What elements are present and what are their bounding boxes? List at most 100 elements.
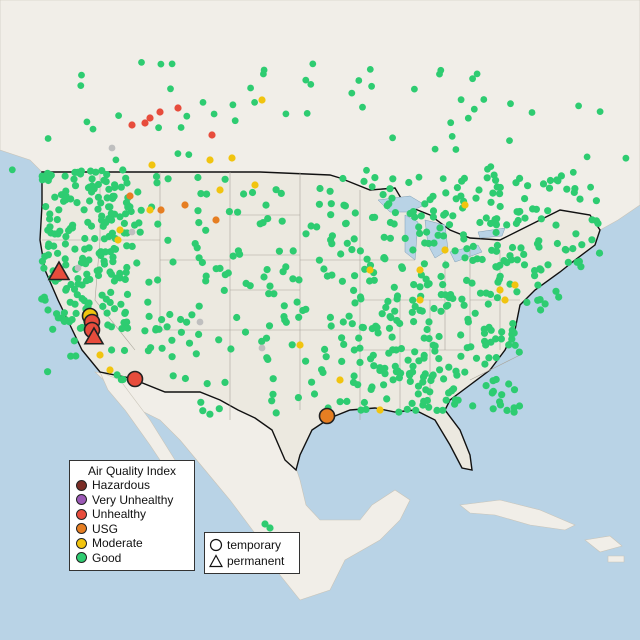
monitor-marker <box>396 319 404 328</box>
monitor-marker <box>512 179 520 187</box>
monitor-marker <box>410 281 418 289</box>
monitor-marker <box>194 173 202 182</box>
monitor-marker <box>88 175 96 183</box>
monitor-marker <box>507 100 514 108</box>
monitor-marker <box>503 406 511 414</box>
legend-swatch <box>76 552 87 564</box>
monitor-marker <box>512 219 521 228</box>
monitor-marker <box>492 354 500 362</box>
monitor-marker <box>197 398 205 406</box>
monitor-marker <box>338 277 346 285</box>
monitor-marker <box>473 255 481 263</box>
monitor-marker <box>208 131 216 139</box>
monitor-marker <box>393 292 402 300</box>
monitor-marker <box>191 240 199 248</box>
monitor-marker <box>47 260 71 281</box>
monitor-marker <box>118 325 126 333</box>
monitor-marker <box>322 353 330 361</box>
monitor-marker <box>231 117 239 125</box>
monitor-marker <box>156 108 164 116</box>
monitor-marker <box>195 219 203 227</box>
monitor-marker <box>270 290 278 298</box>
monitor-marker <box>482 382 490 390</box>
monitor-marker <box>496 286 504 294</box>
monitor-marker <box>464 114 472 122</box>
monitor-marker <box>112 274 120 282</box>
monitor-marker <box>310 390 319 398</box>
monitor-marker <box>74 275 82 283</box>
monitor-marker <box>368 183 376 191</box>
monitor-marker <box>94 193 102 201</box>
monitor-marker <box>51 193 59 201</box>
monitor-marker <box>439 406 447 414</box>
monitor-marker <box>485 354 493 362</box>
monitor-marker <box>489 405 497 413</box>
monitor-marker <box>88 188 96 196</box>
monitor-marker <box>269 390 277 398</box>
monitor-marker <box>498 328 506 336</box>
monitor-marker <box>120 219 128 227</box>
monitor-marker <box>435 355 443 363</box>
legend-label: USG <box>92 521 119 536</box>
monitor-marker <box>521 195 529 203</box>
monitor-marker <box>53 216 61 224</box>
monitor-marker <box>389 346 397 354</box>
monitor-marker <box>414 390 422 398</box>
legend-label: Good <box>92 550 122 565</box>
monitor-marker <box>105 185 113 193</box>
monitor-marker <box>376 366 384 374</box>
monitor-marker <box>515 402 524 410</box>
monitor-marker <box>81 245 89 253</box>
monitor-marker <box>469 242 477 250</box>
monitor-marker <box>481 360 489 368</box>
monitor-marker <box>62 233 70 241</box>
monitor-marker <box>391 362 399 370</box>
monitor-marker <box>157 60 165 68</box>
monitor-marker <box>410 318 418 326</box>
monitor-marker <box>38 176 47 184</box>
monitor-marker <box>40 293 48 301</box>
monitor-marker <box>437 272 445 281</box>
monitor-marker <box>405 178 413 187</box>
monitor-marker <box>337 250 345 258</box>
monitor-marker <box>174 150 182 158</box>
monitor-marker <box>452 195 460 203</box>
monitor-marker <box>421 239 429 247</box>
legend-title: Air Quality Index <box>87 464 177 478</box>
monitor-marker <box>351 209 359 217</box>
monitor-marker <box>453 184 461 192</box>
hispaniola-island <box>584 535 623 553</box>
monitor-marker <box>94 271 103 280</box>
monitor-marker <box>339 174 347 183</box>
monitor-marker <box>416 283 424 291</box>
monitor-marker <box>470 105 478 113</box>
monitor-marker <box>535 243 543 251</box>
monitor-marker <box>429 207 438 215</box>
monitor-marker <box>359 103 366 111</box>
monitor-marker <box>44 368 52 376</box>
monitor-markers <box>8 59 630 532</box>
monitor-marker <box>389 376 397 384</box>
monitor-marker <box>546 176 555 185</box>
monitor-marker <box>157 206 165 214</box>
monitor-marker <box>315 256 323 264</box>
monitor-marker <box>185 151 193 159</box>
monitor-marker <box>326 187 334 195</box>
monitor-marker <box>155 325 163 333</box>
monitor-marker <box>338 357 346 365</box>
legend-label: Moderate <box>92 536 143 551</box>
legend-swatch <box>76 537 87 549</box>
monitor-marker <box>121 275 129 283</box>
monitor-marker <box>263 266 271 274</box>
monitor-marker <box>417 212 425 220</box>
monitor-marker <box>356 293 365 301</box>
monitor-marker <box>103 309 111 317</box>
monitor-marker <box>123 242 131 250</box>
monitor-marker <box>221 378 229 386</box>
monitor-marker <box>371 174 379 182</box>
monitor-marker <box>221 175 229 183</box>
monitor-marker <box>327 200 335 208</box>
monitor-marker <box>258 344 266 352</box>
monitor-marker <box>383 395 391 403</box>
puerto-rico-island <box>607 555 625 563</box>
